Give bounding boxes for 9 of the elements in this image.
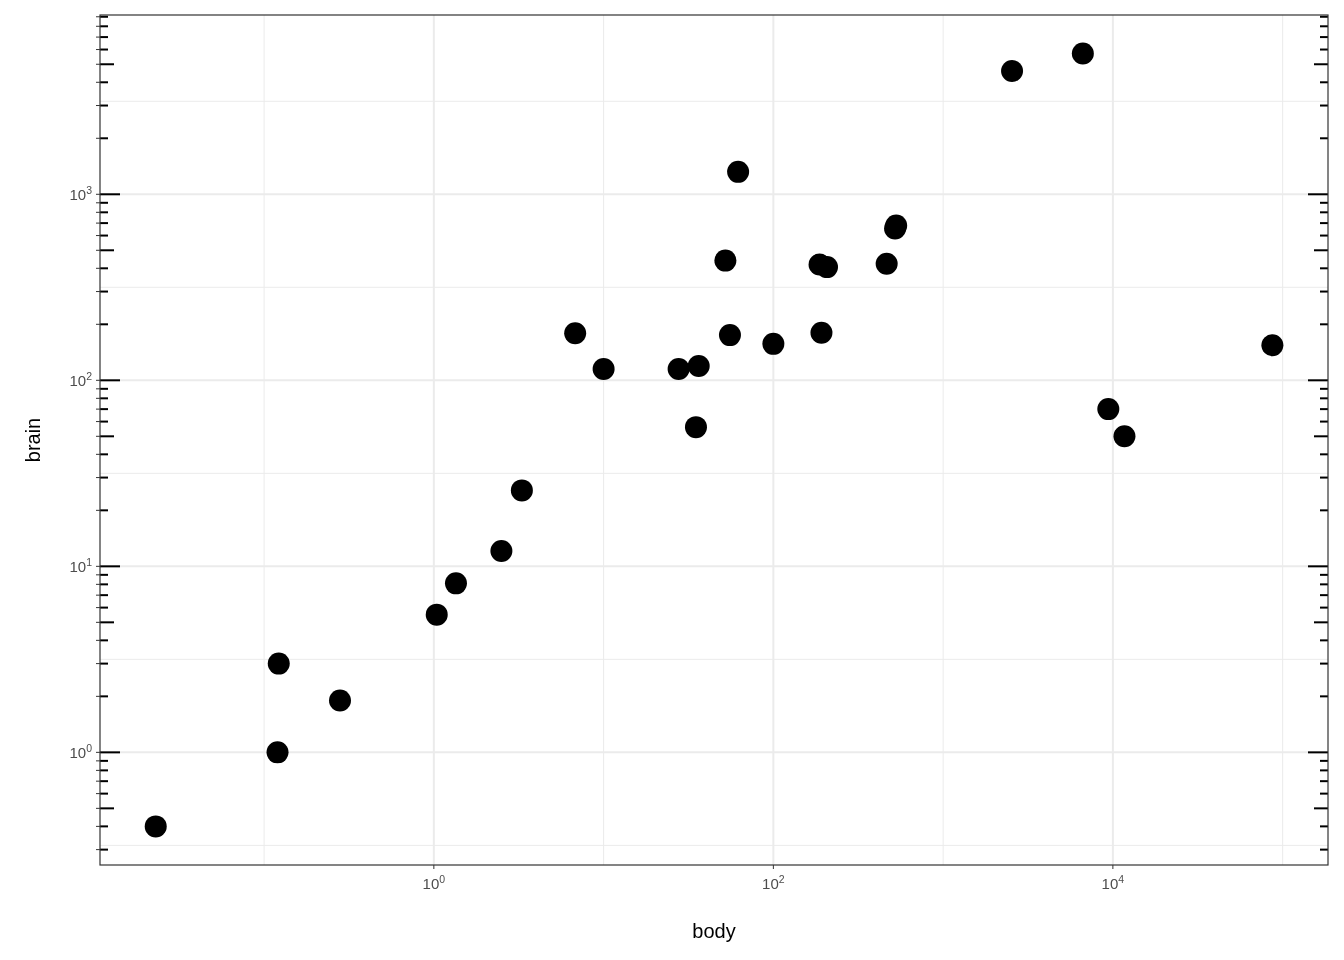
y-tick-label: 10$^{3}$ [69, 184, 93, 204]
y-tick-label: 10$^{1}$ [69, 556, 93, 576]
x-axis-title: body [692, 920, 736, 942]
y-axis-title: brain [22, 417, 44, 463]
x-tick-label: 10$^{2}$ [762, 873, 785, 892]
x-tick-label: 10$^{0}$ [422, 873, 446, 892]
y-tick-label: 10$^{0}$ [69, 742, 93, 762]
x-tick-label: 10$^{4}$ [1101, 873, 1125, 892]
y-tick-label: 10$^{2}$ [69, 370, 93, 390]
